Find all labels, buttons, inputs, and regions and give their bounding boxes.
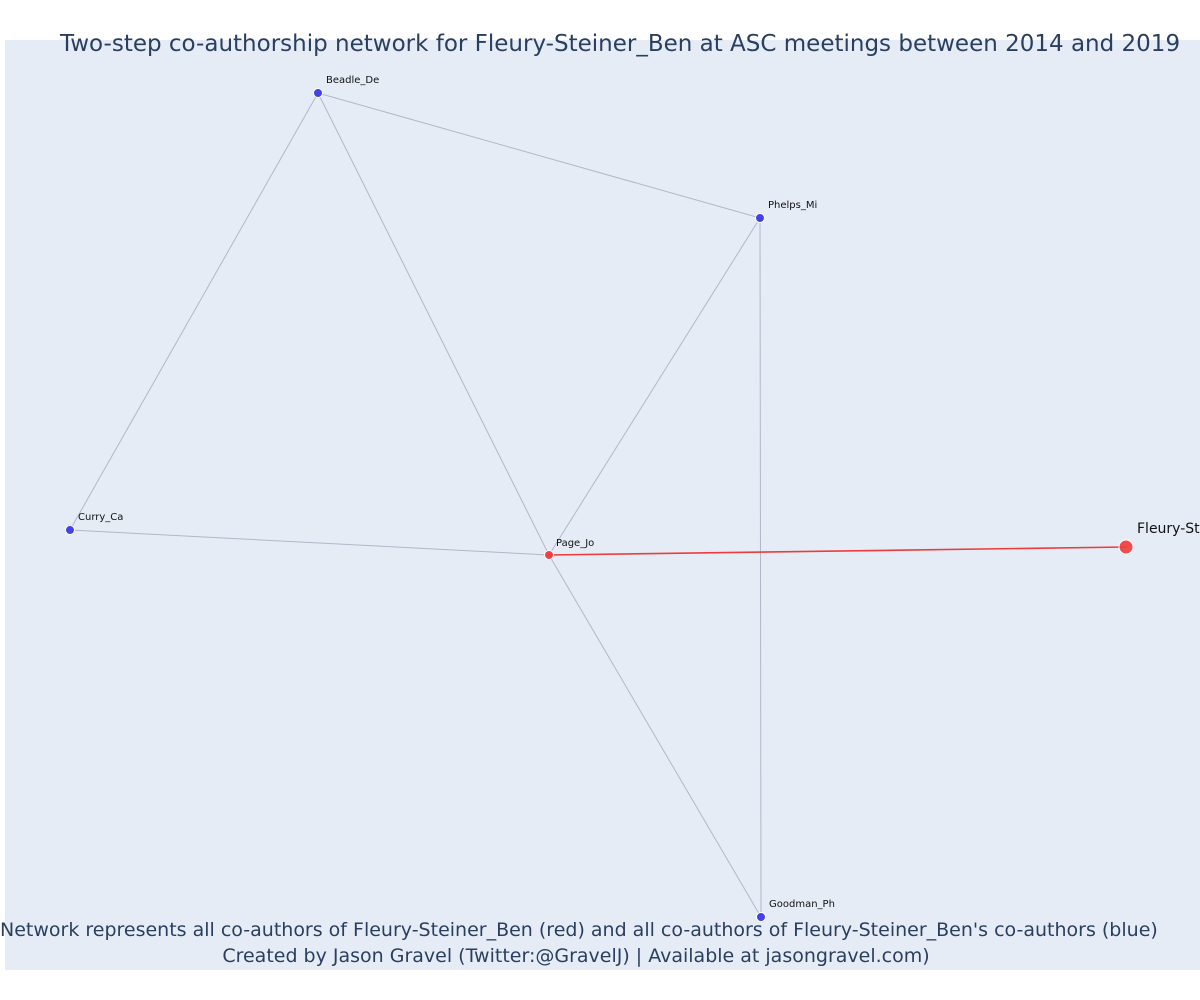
plot-background bbox=[5, 40, 1200, 970]
edge-page-jo-phelps-mi bbox=[548, 217, 761, 556]
edge-page-jo-curry-ca bbox=[69, 529, 550, 556]
node-fleury-steiner-ben[interactable] bbox=[1118, 539, 1134, 555]
edge-beadle-de-curry-ca bbox=[69, 92, 319, 531]
node-label-goodman-ph: Goodman_Ph bbox=[769, 899, 835, 910]
node-label-phelps-mi: Phelps_Mi bbox=[768, 200, 817, 211]
node-phelps-mi[interactable] bbox=[755, 213, 765, 223]
edge-page-jo-beadle-de bbox=[317, 92, 550, 556]
node-curry-ca[interactable] bbox=[65, 525, 75, 535]
node-label-page-jo: Page_Jo bbox=[556, 538, 594, 549]
edge-fleury-steiner-ben-page-jo bbox=[548, 546, 1127, 556]
nodes-layer bbox=[65, 88, 1134, 922]
node-goodman-ph[interactable] bbox=[756, 912, 766, 922]
edge-page-jo-goodman-ph bbox=[548, 554, 762, 918]
caption-credit: Created by Jason Gravel (Twitter:@Gravel… bbox=[222, 945, 930, 967]
page-title: Two-step co-authorship network for Fleur… bbox=[60, 31, 1181, 57]
edge-beadle-de-phelps-mi bbox=[317, 92, 761, 219]
node-page-jo[interactable] bbox=[544, 550, 554, 560]
edge-phelps-mi-goodman-ph bbox=[759, 217, 762, 918]
node-label-curry-ca: Curry_Ca bbox=[78, 512, 123, 523]
node-beadle-de[interactable] bbox=[313, 88, 323, 98]
node-label-fleury-steiner-ben: Fleury-Steiner_Ben bbox=[1137, 521, 1200, 537]
caption-description: Network represents all co-authors of Fle… bbox=[0, 919, 1158, 941]
labels-layer: Fleury-Steiner_Ben Page_Jo Beadle_De Phelps… bbox=[78, 75, 1200, 910]
edges-layer bbox=[69, 92, 1127, 918]
node-label-beadle-de: Beadle_De bbox=[326, 75, 379, 86]
